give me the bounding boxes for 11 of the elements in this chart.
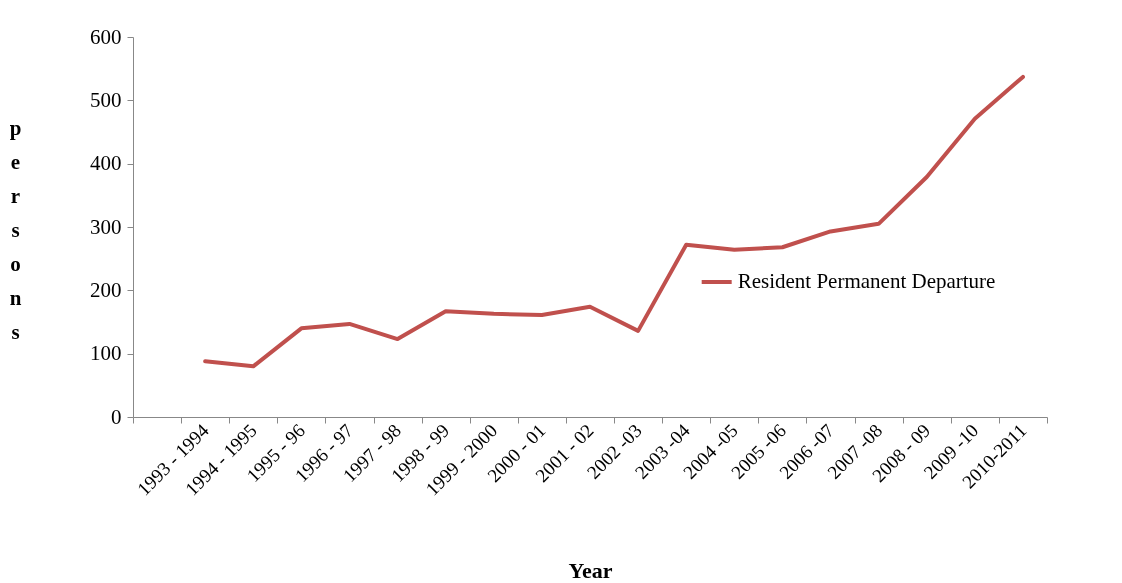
- x-axis-title: Year: [568, 557, 613, 583]
- y-tick-label: 400: [90, 151, 122, 176]
- y-axis-title: persons: [9, 115, 22, 344]
- line-series: [203, 74, 1025, 369]
- legend-label: Resident Permanent Departure: [737, 269, 996, 293]
- y-tick-label: 200: [90, 277, 122, 302]
- y-tick-label: 0: [111, 404, 122, 429]
- y-tick-label: 100: [90, 341, 122, 366]
- y-tick-label: 600: [90, 24, 122, 49]
- y-tick-label: 500: [90, 87, 122, 112]
- y-tick-label: 300: [90, 214, 122, 239]
